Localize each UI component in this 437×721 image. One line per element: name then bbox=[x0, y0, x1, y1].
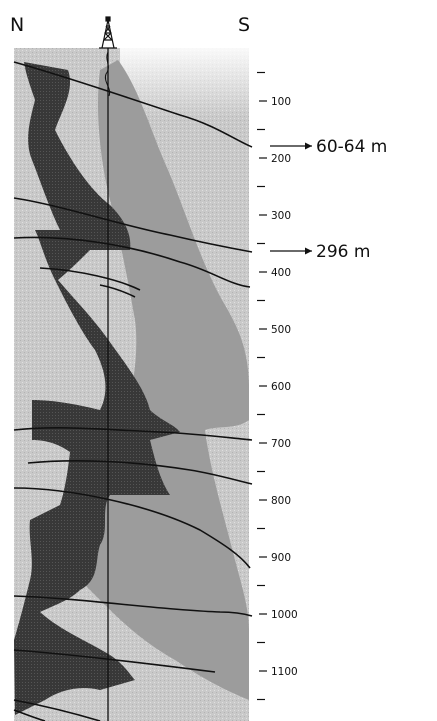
callout-label: 296 m bbox=[316, 242, 370, 262]
depth-label: 400 bbox=[271, 267, 291, 279]
depth-label: 100 bbox=[271, 96, 291, 108]
south-label: S bbox=[238, 14, 251, 36]
depth-label: 700 bbox=[271, 438, 291, 450]
depth-label: 500 bbox=[271, 324, 291, 336]
depth-label: 1000 bbox=[271, 609, 298, 621]
depth-label: 1100 bbox=[271, 666, 298, 678]
depth-label: 200 bbox=[271, 153, 291, 165]
arrowhead-icon bbox=[305, 247, 312, 255]
north-label: N bbox=[10, 14, 25, 36]
depth-label: 800 bbox=[271, 495, 291, 507]
dark-main-zone bbox=[14, 62, 180, 715]
strata-lines bbox=[13, 61, 253, 721]
drill-rig-icon bbox=[99, 16, 117, 49]
arrowhead-icon bbox=[305, 142, 312, 150]
depth-label: 300 bbox=[271, 210, 291, 222]
depth-label: 600 bbox=[271, 381, 291, 393]
callout-label: 60-64 m bbox=[316, 137, 387, 157]
depth-label: 900 bbox=[271, 552, 291, 564]
depth-axis: 100200300400500600700800900100011001200 bbox=[257, 71, 298, 701]
